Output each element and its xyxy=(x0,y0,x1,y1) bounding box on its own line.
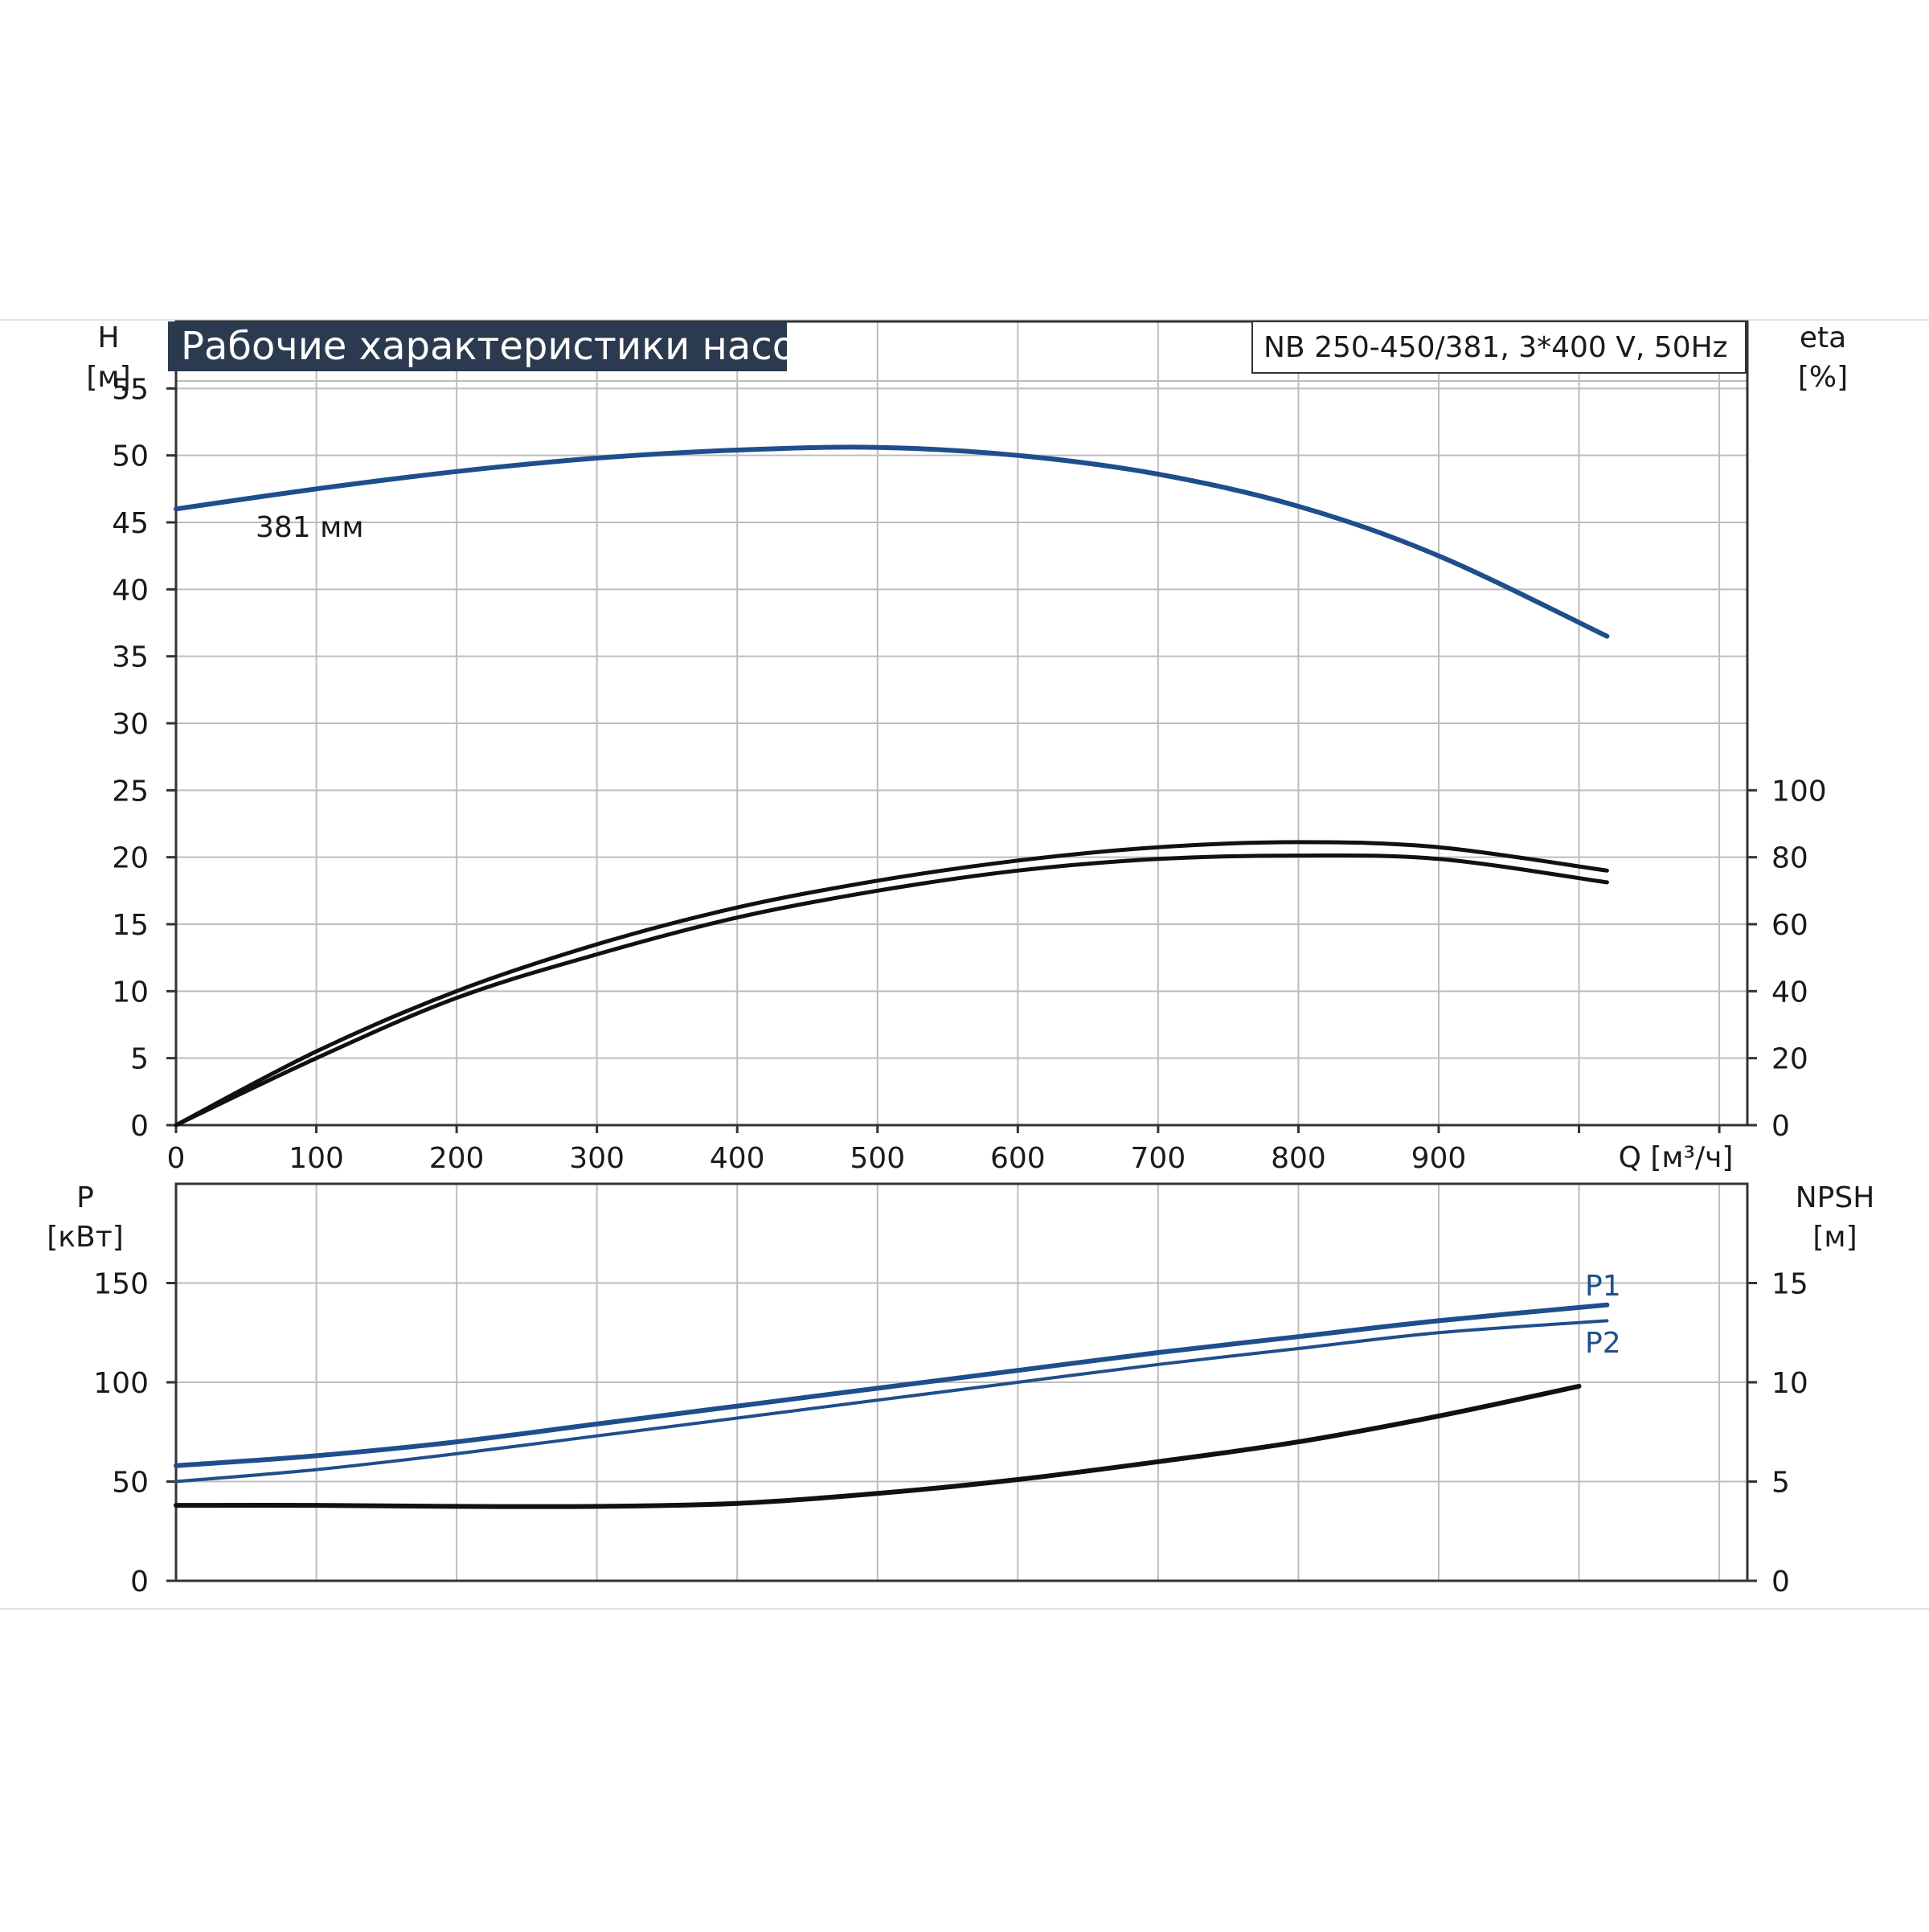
power-axis-tick-label: 100 xyxy=(93,1367,149,1400)
npsh-axis-unit: [м] xyxy=(1812,1221,1857,1254)
head-axis-tick-label: 15 xyxy=(112,909,149,942)
flow-axis-tick-label: 900 xyxy=(1411,1142,1467,1175)
top-x-axis-ticks: 0 100 200 300 400 500 600 700 800 900 xyxy=(167,1125,1721,1175)
flow-axis-tick-label: 500 xyxy=(850,1142,905,1175)
bottom-panel-curves xyxy=(174,1302,1610,1509)
p1-curve-label: P1 xyxy=(1585,1270,1621,1303)
head-axis-tick-label: 5 xyxy=(130,1043,149,1076)
flow-axis-tick-label: 100 xyxy=(289,1142,344,1175)
eta-axis-tick-label: 60 xyxy=(1771,909,1808,942)
bottom-left-axis-ticks: 0 50 100 150 xyxy=(93,1268,176,1598)
p1-curve xyxy=(174,1302,1610,1468)
npsh-axis-symbol: NPSH xyxy=(1796,1181,1875,1214)
eta-axis-tick-label: 80 xyxy=(1771,842,1808,875)
flow-axis-label: Q [м³/ч] xyxy=(1619,1141,1734,1174)
head-axis-tick-label: 35 xyxy=(112,641,149,674)
eta-axis-unit: [%] xyxy=(1798,361,1848,394)
eta-axis-tick-label: 0 xyxy=(1771,1110,1790,1143)
head-axis-tick-label: 0 xyxy=(130,1110,149,1143)
impeller-diameter-label: 381 мм xyxy=(256,511,363,544)
chart-title: Рабочие характеристики насоса xyxy=(181,324,841,369)
flow-axis-tick-label: 300 xyxy=(569,1142,625,1175)
top-panel-curves xyxy=(174,444,1610,1128)
flow-axis-tick-label: 400 xyxy=(710,1142,765,1175)
top-panel-grid xyxy=(176,321,1747,1125)
title-box xyxy=(168,321,787,371)
flow-axis-tick-label: 600 xyxy=(990,1142,1046,1175)
eta-axis-tick-label: 40 xyxy=(1771,976,1808,1009)
power-axis-tick-label: 150 xyxy=(93,1268,149,1301)
head-axis-unit: [м] xyxy=(86,361,130,394)
model-label: NB 250-450/381, 3*400 V, 50Hz xyxy=(1263,331,1728,364)
flow-axis-tick-label: 800 xyxy=(1271,1142,1326,1175)
head-axis-tick-label: 30 xyxy=(112,708,149,741)
npsh-curve xyxy=(174,1383,1582,1509)
top-right-axis-ticks: 0 20 40 60 80 100 xyxy=(1747,775,1827,1143)
eta-axis-tick-label: 20 xyxy=(1771,1043,1808,1076)
power-axis-tick-label: 50 xyxy=(112,1467,149,1500)
flow-axis-tick-label: 700 xyxy=(1131,1142,1186,1175)
power-axis-symbol: P xyxy=(76,1181,94,1214)
eta-axis-symbol: eta xyxy=(1800,321,1846,354)
bottom-right-axis-ticks: 0 5 10 15 xyxy=(1747,1268,1808,1598)
eta-curve-lower xyxy=(174,853,1609,1128)
power-axis-unit: [кВт] xyxy=(47,1221,124,1254)
top-left-axis-ticks: 0 5 10 15 20 25 30 35 40 45 50 55 xyxy=(112,373,176,1143)
npsh-axis-tick-label: 0 xyxy=(1771,1566,1790,1598)
npsh-axis-tick-label: 10 xyxy=(1771,1367,1808,1400)
flow-axis-tick-label: 200 xyxy=(429,1142,485,1175)
eta-axis-tick-label: 100 xyxy=(1771,775,1827,808)
head-axis-tick-label: 20 xyxy=(112,842,149,875)
head-axis-tick-label: 10 xyxy=(112,976,149,1009)
head-axis-tick-label: 25 xyxy=(112,775,149,808)
p2-curve xyxy=(174,1319,1609,1484)
power-axis-tick-label: 0 xyxy=(130,1566,149,1598)
npsh-axis-tick-label: 5 xyxy=(1771,1467,1790,1500)
bottom-panel-grid xyxy=(176,1184,1747,1581)
flow-axis-tick-label: 0 xyxy=(167,1142,186,1175)
head-axis-tick-label: 55 xyxy=(112,373,149,406)
head-axis-tick-label: 50 xyxy=(112,440,149,473)
p2-curve-label: P2 xyxy=(1585,1327,1621,1360)
head-axis-symbol: H xyxy=(97,321,119,354)
eta-curve-upper xyxy=(174,840,1609,1128)
head-axis-tick-label: 45 xyxy=(112,507,149,540)
npsh-axis-tick-label: 15 xyxy=(1771,1268,1808,1301)
head-axis-tick-label: 40 xyxy=(112,574,149,607)
model-box xyxy=(1251,321,1747,374)
head-curve xyxy=(174,444,1610,639)
